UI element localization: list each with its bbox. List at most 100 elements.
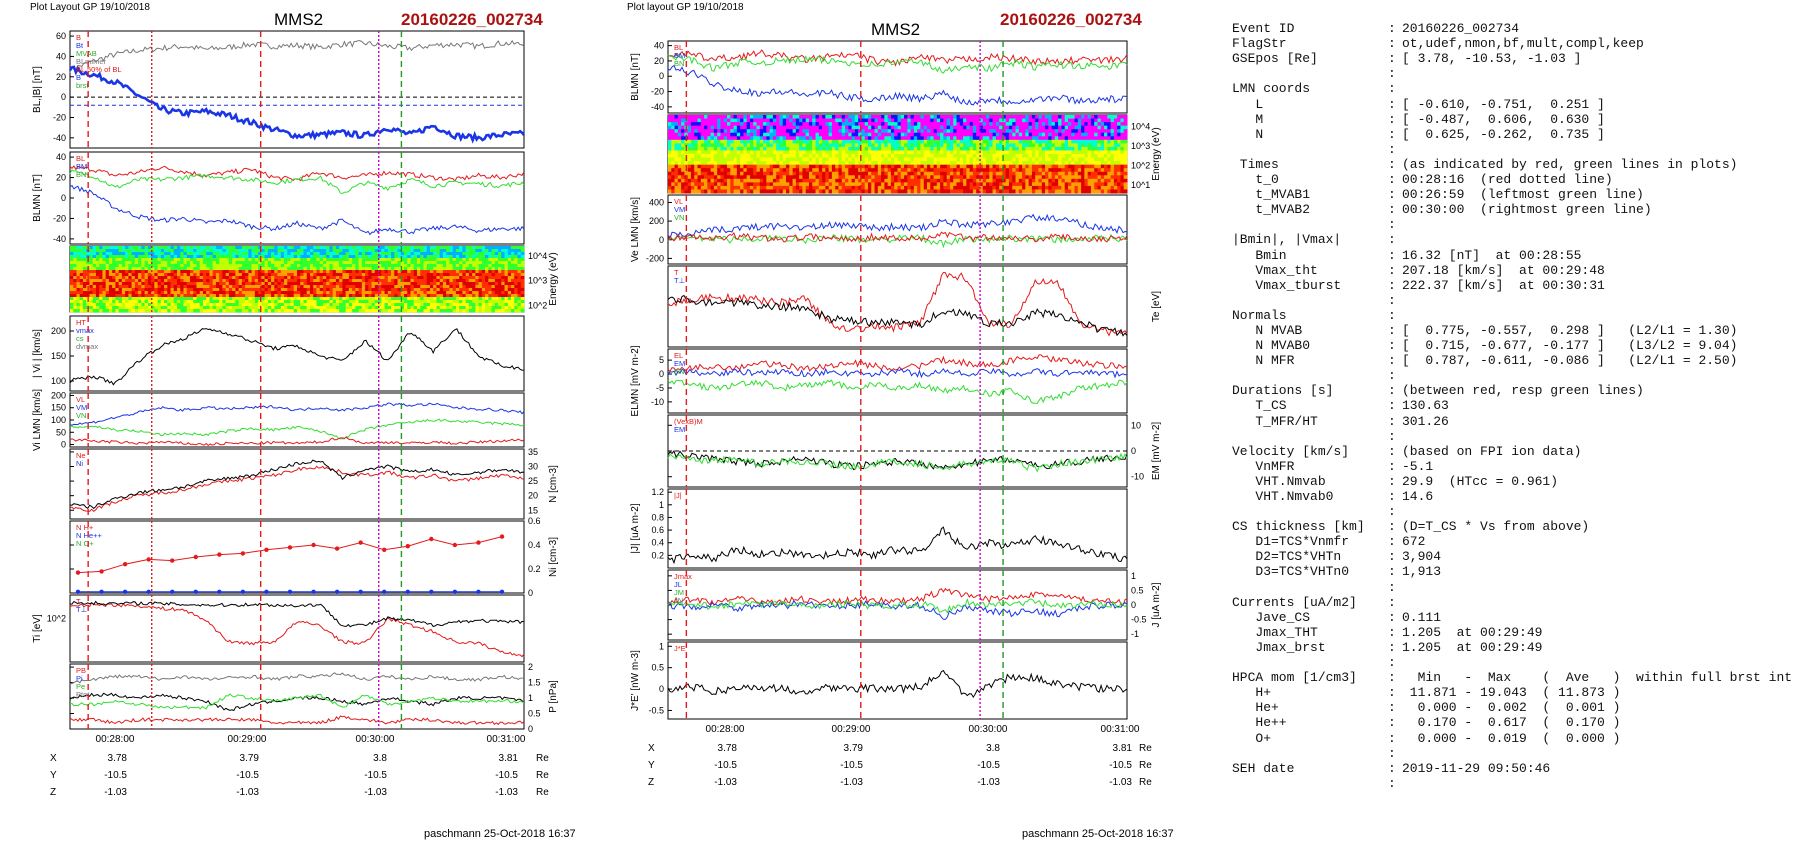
spectrogram-cell xyxy=(170,261,175,265)
spectrogram-cell xyxy=(681,132,685,137)
spectrogram-cell xyxy=(753,182,757,187)
spectrogram-cell xyxy=(371,288,376,292)
spectrogram-cell xyxy=(387,267,392,271)
spectrogram-cell xyxy=(720,168,725,173)
spectrogram-cell xyxy=(877,157,882,162)
spectrogram-cell xyxy=(429,264,434,268)
spectrogram-cell xyxy=(475,267,479,271)
spectrogram-cell xyxy=(439,264,444,268)
spectrogram-cell xyxy=(303,291,308,295)
spectrogram-cell xyxy=(199,279,204,283)
spectrogram-cell xyxy=(491,279,496,283)
spectrogram-cell xyxy=(478,285,483,289)
spectrogram-cell xyxy=(838,132,843,137)
spectrogram-cell xyxy=(329,270,334,274)
spectrogram-cell xyxy=(180,282,184,286)
spectrogram-cell xyxy=(196,288,201,292)
spectrogram-cell xyxy=(264,285,269,289)
spectrogram-cell xyxy=(805,122,810,127)
spectrogram-cell xyxy=(845,154,849,158)
spectrogram-cell xyxy=(740,189,744,194)
spectrogram-cell xyxy=(501,297,505,301)
spectrogram-cell xyxy=(212,306,217,310)
spectrogram-cell xyxy=(189,294,194,298)
spectrogram-cell xyxy=(157,288,162,292)
spectrogram-cell xyxy=(112,294,116,298)
series-Ti-line xyxy=(69,602,525,658)
spectrogram-cell xyxy=(475,252,479,256)
spectrogram-cell xyxy=(335,294,340,298)
spectrogram-cell xyxy=(854,150,859,155)
spectrogram-cell xyxy=(887,129,892,134)
spectrogram-cell xyxy=(274,252,278,256)
spectrogram-cell xyxy=(144,273,149,277)
spectrogram-cell xyxy=(514,264,518,268)
spectrogram-cell xyxy=(455,303,460,307)
spectrogram-cell xyxy=(177,285,181,289)
spectrogram-cell xyxy=(838,139,843,144)
spectrogram-cell xyxy=(180,288,184,292)
spectrogram-cell xyxy=(805,132,810,137)
spectrogram-cell xyxy=(468,306,473,310)
spectrogram-cell xyxy=(128,309,133,313)
spectrogram-cell xyxy=(494,270,499,274)
spectrogram-cell xyxy=(792,189,797,194)
spectrogram-cell xyxy=(756,146,761,151)
spectrogram-cell xyxy=(173,282,178,286)
spectrogram-cell xyxy=(102,261,107,265)
spectrogram-cell xyxy=(897,157,902,162)
spectrogram-cell xyxy=(274,261,278,265)
spectrogram-cell xyxy=(478,246,483,250)
spectrogram-cell xyxy=(384,264,389,268)
spectrogram-cell xyxy=(446,270,450,274)
spectrogram-cell xyxy=(277,267,282,271)
series-He++-point xyxy=(382,547,387,552)
spectrogram-cell xyxy=(426,282,431,286)
spectrogram-cell xyxy=(733,168,738,173)
spectrogram-cell xyxy=(799,182,803,187)
spectrogram-cell xyxy=(108,294,113,298)
spectrogram-cell xyxy=(73,300,77,304)
spectrogram-cell xyxy=(887,178,892,183)
spectrogram-cell xyxy=(420,252,424,256)
spectrogram-cell xyxy=(517,252,522,256)
spectrogram-cell xyxy=(700,118,705,123)
series-He++-point xyxy=(334,546,340,551)
spectrogram-cell xyxy=(358,300,363,304)
spectrogram-cell xyxy=(186,288,191,292)
spectrogram-cell xyxy=(267,267,272,271)
spectrogram-cell xyxy=(306,249,311,253)
spectrogram-cell xyxy=(79,261,84,265)
spectrogram-cell xyxy=(864,185,869,190)
spectrogram-cell xyxy=(674,161,679,166)
spectrogram-cell xyxy=(831,146,836,151)
spectrogram-cell xyxy=(452,297,457,301)
spectrogram-cell xyxy=(160,252,165,256)
spectrogram-cell xyxy=(511,285,515,289)
spectrogram-cell xyxy=(802,182,807,187)
spectrogram-cell xyxy=(160,285,165,289)
spectrogram-cell xyxy=(772,171,777,176)
spectrogram-cell xyxy=(815,118,820,123)
spectrogram-cell xyxy=(727,136,731,141)
spectrogram-cell xyxy=(102,291,107,295)
spectrogram-cell xyxy=(504,276,509,280)
spectrogram-cell xyxy=(280,246,285,250)
spectrogram-cell xyxy=(459,273,463,277)
y-axis-label: P [nPa] xyxy=(548,680,559,713)
spectrogram-cell xyxy=(478,273,483,277)
legend-entry: cs xyxy=(76,334,84,343)
spectrogram-cell xyxy=(206,264,210,268)
spectrogram-cell xyxy=(713,150,718,155)
spectrogram-cell xyxy=(910,157,915,162)
spectrogram-cell xyxy=(681,136,685,141)
spectrogram-cell xyxy=(193,303,197,307)
spectrogram-cell xyxy=(465,306,470,310)
spectrogram-cell xyxy=(358,255,363,259)
spectrogram-cell xyxy=(720,185,725,190)
spectrogram-cell xyxy=(358,279,363,283)
spectrogram-cell xyxy=(900,185,905,190)
spectrogram-cell xyxy=(707,185,712,190)
spectrogram-cell xyxy=(108,267,113,271)
spectrogram-cell xyxy=(397,303,402,307)
